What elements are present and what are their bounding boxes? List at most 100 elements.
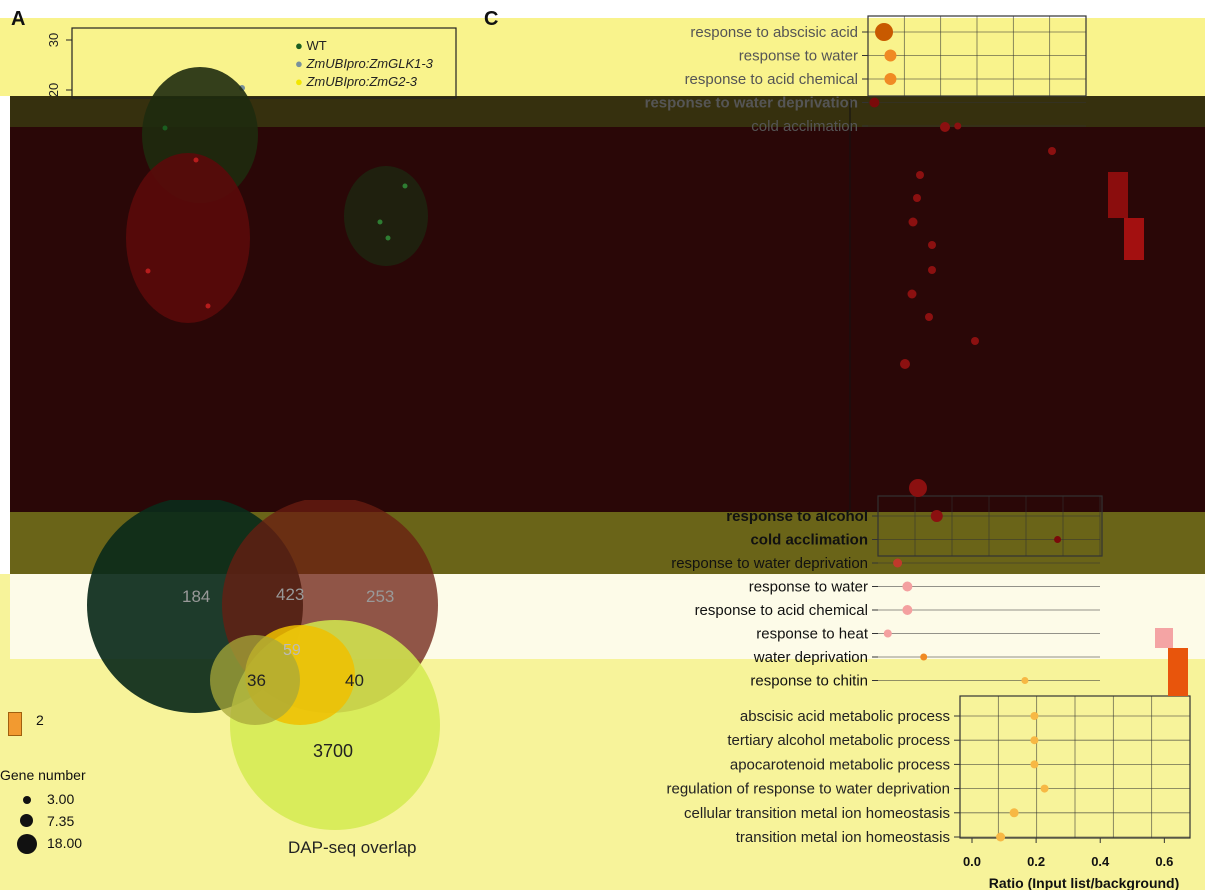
go-dot bbox=[884, 73, 897, 85]
venn-overlap-ac bbox=[210, 635, 300, 725]
pca-point bbox=[145, 268, 151, 274]
go-dot bbox=[902, 581, 913, 592]
go-term-label: response to water bbox=[749, 579, 868, 596]
go-dot bbox=[884, 49, 897, 62]
legend-entry-g2: ● ZmUBIpro:ZmG2-3 bbox=[295, 73, 433, 91]
go-dot bbox=[909, 479, 927, 497]
go-term-label: transition metal ion homeostasis bbox=[736, 829, 950, 846]
go-term-label: cellular transition metal ion homeostasi… bbox=[684, 805, 950, 822]
venn-count-ab: 423 bbox=[276, 585, 305, 604]
go-dot bbox=[1030, 736, 1039, 745]
legend-label: ZmUBIpro:ZmGLK1-3 bbox=[306, 56, 433, 71]
y-tick-label: 20 bbox=[46, 83, 61, 97]
legend-entry-glk1: ● ZmUBIpro:ZmGLK1-3 bbox=[295, 55, 433, 73]
cluster-ellipse-red bbox=[126, 153, 250, 323]
legend-label: ZmUBIpro:ZmG2-3 bbox=[306, 74, 417, 89]
venn-count-b-only: 253 bbox=[366, 587, 395, 606]
go-dot bbox=[920, 653, 928, 661]
x-tick-label: 0.4 bbox=[1091, 854, 1110, 869]
go-term-label: abscisic acid metabolic process bbox=[740, 708, 950, 725]
colorbar-fragment bbox=[1168, 648, 1188, 696]
go-dot bbox=[930, 510, 943, 522]
size-legend-dot bbox=[23, 796, 31, 804]
go-dot bbox=[908, 217, 918, 227]
x-axis-label: Ratio (Input list/background) bbox=[989, 875, 1180, 890]
go-dot bbox=[971, 337, 979, 345]
go-dot bbox=[893, 558, 903, 568]
pca-point bbox=[162, 125, 168, 131]
scatter-legend: ● WT ● ZmUBIpro:ZmGLK1-3 ● ZmUBIpro:ZmG2… bbox=[295, 37, 433, 91]
y-tick-label: 30 bbox=[46, 33, 61, 47]
go-dot bbox=[1048, 147, 1056, 155]
go-term-label: response to heat bbox=[756, 626, 869, 643]
go-term-label: response to chitin bbox=[750, 673, 868, 690]
pca-point bbox=[385, 235, 391, 241]
go-dot bbox=[1054, 536, 1062, 543]
go-dot bbox=[928, 266, 936, 274]
go-dot bbox=[883, 629, 892, 638]
go-term-label: response to acid chemical bbox=[695, 602, 868, 619]
go-dot bbox=[940, 122, 950, 132]
venn-count-ac: 36 bbox=[247, 671, 266, 690]
venn-diagram bbox=[87, 500, 440, 830]
cluster-ellipse-green bbox=[344, 166, 428, 266]
go-dot bbox=[875, 23, 894, 41]
pca-plot-border bbox=[71, 27, 457, 99]
pca-point bbox=[205, 303, 211, 309]
go-dot bbox=[1021, 677, 1029, 684]
go-term-label: response to water bbox=[739, 48, 858, 65]
go-panel-frame bbox=[877, 495, 1103, 557]
legend-entry-wt: ● WT bbox=[295, 37, 433, 55]
legend-dot: ● bbox=[295, 38, 303, 53]
go-dot bbox=[1040, 784, 1049, 793]
legend-dot: ● bbox=[295, 74, 303, 89]
go-term-label: water deprivation bbox=[753, 649, 868, 666]
pca-point bbox=[377, 219, 383, 225]
go-dot bbox=[1009, 808, 1019, 818]
colorbar-swatch bbox=[8, 712, 22, 736]
size-legend-label: 7.35 bbox=[47, 813, 75, 829]
go-dot bbox=[925, 313, 933, 321]
go-term-label: response to water deprivation bbox=[645, 95, 858, 112]
pca-point bbox=[402, 183, 408, 189]
go-dot bbox=[928, 241, 936, 249]
go-term-label: response to alcohol bbox=[726, 508, 868, 525]
pca-frame: 30 20 bbox=[46, 27, 457, 99]
colorbar-fragment bbox=[1124, 218, 1144, 260]
venn-count-c-only: 3700 bbox=[313, 741, 354, 761]
venn-count-a-only: 184 bbox=[182, 587, 211, 606]
legend-dot: ● bbox=[295, 56, 303, 71]
size-legend-label: 18.00 bbox=[47, 835, 83, 851]
venn-title: DAP-seq overlap bbox=[288, 838, 417, 857]
x-tick-label: 0.0 bbox=[963, 854, 981, 869]
colorbar-fragment bbox=[1108, 172, 1128, 218]
size-legend-dot bbox=[20, 814, 33, 827]
go-term-label: cold acclimation bbox=[751, 118, 858, 135]
go-term-label: response to acid chemical bbox=[685, 71, 858, 88]
go-dot bbox=[1030, 760, 1039, 769]
go-dot bbox=[996, 832, 1006, 842]
go-term-label: cold acclimation bbox=[750, 532, 868, 549]
go-dot bbox=[913, 194, 921, 202]
panel-label-c: C bbox=[484, 8, 499, 30]
go-dot bbox=[869, 97, 880, 108]
size-legend-title: Gene number bbox=[0, 767, 86, 783]
go-dot bbox=[916, 171, 924, 179]
go-dot bbox=[907, 289, 917, 299]
colorbar-fragment bbox=[1155, 628, 1173, 648]
pca-ellipses bbox=[126, 67, 428, 323]
go-dot bbox=[954, 122, 962, 130]
pca-point bbox=[193, 157, 199, 163]
venn-count-bc: 40 bbox=[345, 671, 364, 690]
go-term-label: response to abscisic acid bbox=[690, 24, 858, 41]
venn-count-abc: 59 bbox=[283, 642, 301, 659]
go-dot bbox=[902, 605, 913, 615]
go-term-label: regulation of response to water deprivat… bbox=[666, 781, 950, 798]
go-term-label: response to water deprivation bbox=[671, 555, 868, 572]
x-tick-label: 0.2 bbox=[1027, 854, 1045, 869]
size-legend-label: 3.00 bbox=[47, 791, 75, 807]
x-tick-label: 0.6 bbox=[1155, 854, 1173, 869]
colorbar-value: 2 bbox=[36, 712, 44, 728]
size-legend-dot bbox=[17, 834, 37, 854]
